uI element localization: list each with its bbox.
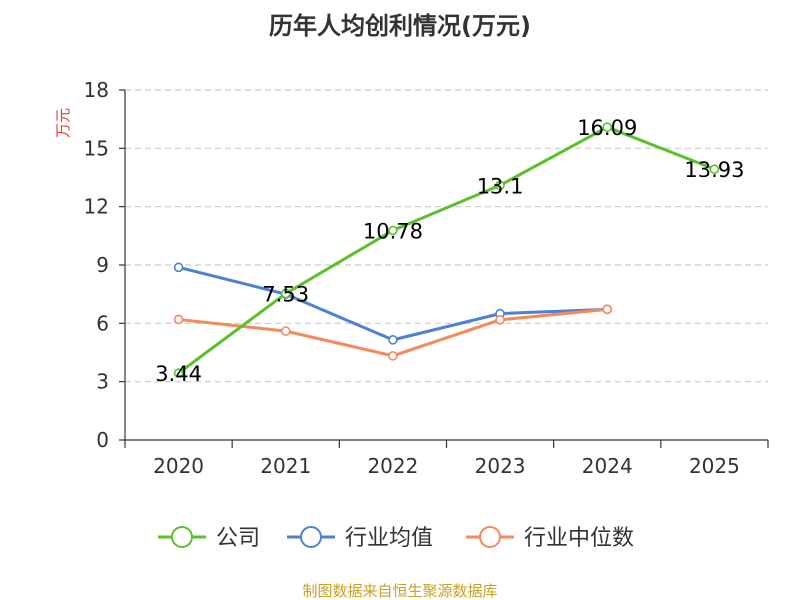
data-point [388, 225, 398, 236]
legend-label: 行业均值 [345, 526, 433, 551]
data-point [495, 315, 505, 325]
data-point [280, 288, 291, 299]
y-tick-label: 0 [96, 428, 109, 452]
data-label: 10.78 [363, 219, 423, 243]
legend-label: 公司 [216, 526, 260, 551]
x-tick-label: 2022 [367, 454, 418, 478]
data-point [173, 368, 184, 378]
y-tick-label: 18 [84, 78, 109, 102]
data-label: 16.09 [577, 116, 637, 140]
data-point [388, 335, 398, 345]
source-note: 制图数据来自恒生聚源数据库 [302, 582, 497, 600]
x-tick-label: 2025 [689, 454, 740, 478]
y-tick-label: 6 [96, 311, 109, 335]
y-axis-label: 万元 [54, 108, 72, 138]
chart-title: 历年人均创利情况(万元) [269, 12, 531, 40]
data-point [602, 304, 613, 315]
data-labels: 3.44 7.53 10.78 13.1 16.09 13.93 [155, 116, 744, 386]
legend: 公司 行业均值 行业中位数 [158, 526, 634, 551]
series-line [178, 307, 608, 358]
x-tick-label: 2021 [260, 454, 311, 478]
legend-marker [479, 526, 501, 548]
data-label: 3.44 [155, 362, 202, 386]
data-point [173, 262, 184, 273]
y-tick-label: 9 [96, 253, 109, 277]
data-label: 13.93 [684, 158, 744, 182]
y-tick-label: 3 [96, 370, 109, 394]
legend-label: 行业中位数 [524, 526, 634, 551]
legend-marker [171, 526, 193, 548]
x-tick-label: 2023 [475, 454, 526, 478]
data-label: 7.53 [262, 283, 309, 307]
y-tick-label: 15 [84, 136, 109, 160]
x-tick-label: 2024 [582, 454, 633, 478]
legend-marker [300, 526, 322, 548]
axes: 0 3 6 9 12 15 18 2020 2021 2022 2023 2024 2025 [84, 78, 769, 478]
data-point [388, 351, 398, 361]
data-point [280, 326, 291, 336]
data-point [709, 164, 720, 174]
series-group [173, 122, 720, 378]
series-line [177, 125, 715, 375]
x-tick-label: 2020 [153, 454, 204, 478]
data-point [602, 122, 613, 132]
y-tick-label: 12 [84, 195, 109, 219]
data-point [173, 314, 184, 325]
series-line [178, 265, 608, 342]
data-point [495, 180, 505, 191]
data-label: 13.1 [477, 174, 524, 198]
